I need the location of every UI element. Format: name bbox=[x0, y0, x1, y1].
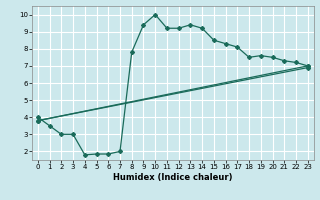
X-axis label: Humidex (Indice chaleur): Humidex (Indice chaleur) bbox=[113, 173, 233, 182]
